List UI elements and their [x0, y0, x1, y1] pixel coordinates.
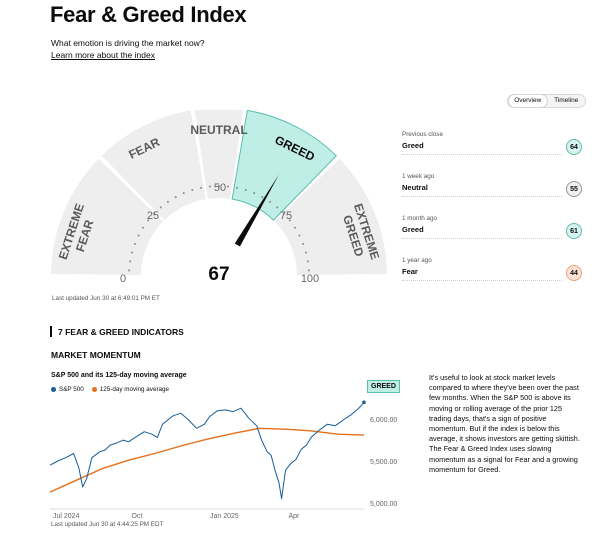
gauge-segment-neutral — [194, 110, 244, 199]
history-item: 1 week ago Neutral 55 — [402, 173, 582, 197]
history-label: 1 month ago — [402, 215, 438, 222]
x-tick-label: Jan 2025 — [210, 513, 239, 520]
history-item: 1 year ago Fear 44 — [402, 257, 582, 281]
chart-last-updated: Last updated Jun 30 at 4:44:25 PM EDT — [51, 521, 164, 528]
gauge-tick-dot — [174, 196, 177, 199]
sp500-line — [49, 402, 365, 500]
learn-more-link[interactable]: Learn more about the index — [51, 50, 155, 60]
sp500-last-point — [362, 400, 366, 405]
scale-label-25: 25 — [147, 210, 159, 222]
gauge-needle — [234, 174, 280, 247]
gauge-tick-dot — [306, 260, 309, 263]
market-momentum-title: MARKET MOMENTUM — [51, 350, 141, 360]
moving-average-line — [49, 427, 365, 493]
gauge-tick-dot — [191, 189, 194, 192]
gauge-tick-dot — [218, 185, 220, 187]
rating-badge: GREED — [367, 380, 400, 393]
gauge-hub — [187, 244, 251, 290]
gauge-segment-extreme-fear — [51, 158, 164, 276]
tab-overview[interactable]: Overview — [508, 94, 548, 108]
gauge-segment-extreme-greed — [274, 158, 387, 276]
y-tick-label: 5,000.00 — [370, 501, 397, 508]
page-subtitle: What emotion is driving the market now? — [51, 38, 205, 48]
market-momentum-chart: 5,000.00 5,500.00 6,000.00 Jul 2024 Oct Jan 2… — [49, 400, 397, 520]
gauge-tick-dot — [131, 251, 134, 254]
history-item: Previous close Greed 64 — [402, 131, 582, 155]
gauge-tick-dot — [208, 185, 211, 188]
indicators-header: 7 FEAR & GREED INDICATORS — [50, 326, 184, 337]
segment-label-neutral: NEUTRAL — [190, 123, 247, 137]
gauge-tick-dot — [302, 242, 305, 245]
history-divider — [402, 280, 562, 281]
history-label: 1 week ago — [402, 173, 435, 180]
gauge-tick-dot — [159, 206, 162, 209]
history-divider — [402, 196, 562, 197]
gauge-tick-dot — [137, 234, 140, 237]
x-tick-label: Apr — [289, 513, 301, 520]
gauge-tick-dot — [293, 226, 296, 229]
gauge-tick-dot — [307, 269, 310, 272]
history-score-badge: 44 — [566, 265, 582, 281]
chart-legend: S&P 500 125-day moving average — [51, 386, 169, 393]
gauge-segment-greed — [231, 110, 337, 221]
tab-timeline[interactable]: Timeline — [554, 97, 579, 104]
legend-ma-dot — [91, 386, 97, 392]
gauge-tick-dot — [129, 260, 132, 263]
gauge-tick-dot — [166, 200, 169, 203]
history-rating: Greed — [402, 225, 424, 234]
y-tick-label: 6,000.00 — [370, 417, 397, 424]
history-divider — [402, 238, 562, 239]
legend-sp500-dot — [51, 386, 56, 392]
scale-label-75: 75 — [280, 210, 292, 222]
chart-title: S&P 500 and its 125-day moving average — [51, 372, 187, 379]
gauge-tick-dot — [200, 186, 203, 189]
legend-ma: 125-day moving average — [91, 386, 169, 393]
gauge-tick-dot — [227, 185, 230, 188]
header-accent-bar — [50, 326, 52, 337]
history-score-badge: 64 — [566, 139, 582, 155]
gauge-tick-dot — [153, 212, 156, 215]
history-rating: Greed — [402, 141, 424, 150]
gauge-tick-dot — [304, 251, 307, 254]
y-tick-label: 5,500.00 — [370, 459, 397, 466]
gauge-tick-dot — [244, 189, 247, 192]
gauge-tick-dot — [276, 206, 279, 209]
history-item: 1 month ago Greed 61 — [402, 215, 582, 239]
legend-sp500: S&P 500 — [51, 386, 84, 393]
gauge-tick-dot — [261, 196, 264, 199]
gauge-tick-dot — [298, 234, 301, 237]
gauge-tick-dot — [269, 200, 272, 203]
indicators-title: 7 FEAR & GREED INDICATORS — [58, 326, 184, 337]
gauge-tick-dot — [128, 269, 131, 272]
history-score-badge: 61 — [566, 223, 582, 239]
gauge-tick-dot — [235, 186, 238, 189]
scale-label-50: 50 — [214, 182, 226, 194]
x-tick-label: Oct — [132, 513, 143, 520]
gauge-tick-dot — [142, 226, 145, 229]
history-label: Previous close — [402, 131, 443, 138]
history-divider — [402, 154, 562, 155]
gauge-segment-fear — [101, 110, 206, 221]
gauge-tick-dot — [182, 192, 185, 195]
gauge-tick-dot — [288, 219, 291, 222]
view-toggle: Overview Timeline — [507, 94, 586, 108]
fear-greed-gauge: EXTREMEFEAR FEAR NEUTRAL GREED EXTREMEGR… — [51, 110, 387, 290]
scale-label-0: 0 — [120, 273, 126, 285]
gauge-tick-dot — [133, 242, 136, 245]
history-score-badge: 55 — [566, 181, 582, 197]
gauge-value: 67 — [208, 264, 229, 285]
gauge-last-updated: Last updated Jun 30 at 6:49:01 PM ET — [52, 295, 160, 302]
history-rating: Neutral — [402, 183, 428, 192]
gauge-tick-dot — [253, 192, 256, 195]
gauge-tick-dot — [282, 212, 285, 215]
page-title: Fear & Greed Index — [50, 2, 247, 27]
x-tick-label: Jul 2024 — [53, 513, 80, 520]
history-rating: Fear — [402, 267, 418, 276]
scale-label-100: 100 — [301, 273, 319, 285]
gauge-tick-dot — [147, 219, 150, 222]
history-label: 1 year ago — [402, 257, 432, 264]
market-momentum-description: It's useful to look at stock market leve… — [429, 373, 580, 474]
